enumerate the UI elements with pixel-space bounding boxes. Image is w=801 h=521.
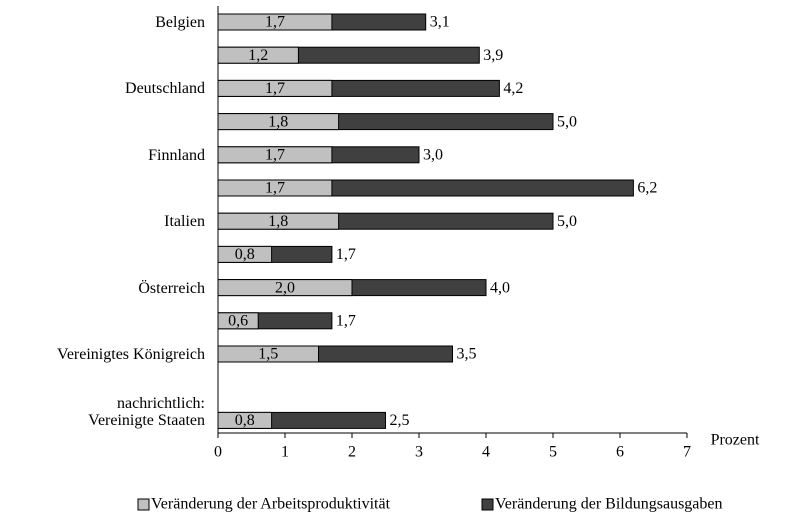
value-label: 1,5	[258, 346, 278, 363]
value-label: 6,2	[637, 180, 657, 197]
legend-label: Veränderung der Arbeitsproduktivität	[151, 496, 391, 513]
bar	[217, 113, 340, 131]
bar	[217, 345, 319, 363]
bar	[217, 245, 273, 263]
x-tick-label: 6	[616, 444, 624, 461]
bar	[217, 312, 259, 330]
value-label: 1,7	[265, 14, 285, 31]
value-label: 3,1	[430, 14, 450, 31]
bar	[217, 279, 353, 297]
category-label: Finnland	[148, 146, 205, 164]
x-tick-label: 5	[549, 444, 557, 461]
value-label: 1,2	[248, 47, 268, 64]
value-label: 1,7	[265, 180, 285, 197]
legend-label: Veränderung der Bildungsausgaben	[495, 496, 723, 513]
category-label: Deutschland	[125, 80, 205, 98]
x-axis-label: Prozent	[711, 432, 760, 449]
legend-swatch	[137, 498, 150, 511]
value-label: 0,8	[235, 412, 255, 429]
bar	[217, 179, 333, 197]
legend-swatch	[481, 498, 494, 511]
value-label: 2,5	[390, 412, 410, 429]
value-label: 2,0	[275, 279, 295, 296]
value-label: 0,8	[235, 246, 255, 263]
value-label: 1,7	[336, 312, 356, 329]
value-label: 3,0	[423, 146, 443, 163]
x-tick-label: 0	[214, 444, 222, 461]
bar	[217, 46, 299, 64]
category-label: Österreich	[138, 279, 205, 297]
value-label: 4,2	[503, 80, 523, 97]
bar	[217, 13, 333, 31]
category-label: Italien	[164, 213, 205, 231]
value-label: 1,8	[268, 213, 288, 230]
value-label: 4,0	[490, 279, 510, 296]
bar	[217, 79, 333, 97]
bar	[217, 146, 333, 164]
x-tick-label: 3	[415, 444, 423, 461]
value-label: 3,5	[457, 346, 477, 363]
category-label: nachrichtlich: Vereinigte Staaten	[88, 395, 205, 430]
value-label: 0,6	[228, 312, 248, 329]
x-tick-label: 7	[683, 444, 691, 461]
value-label: 1,8	[268, 113, 288, 130]
category-label: Vereinigtes Königreich	[57, 346, 205, 363]
value-label: 1,7	[265, 146, 285, 163]
bar	[217, 411, 273, 429]
value-label: 1,7	[336, 246, 356, 263]
bar	[217, 212, 340, 230]
x-tick-label: 2	[348, 444, 356, 461]
value-label: 5,0	[557, 213, 577, 230]
x-tick-label: 1	[281, 444, 289, 461]
value-label: 5,0	[557, 113, 577, 130]
value-label: 1,7	[265, 80, 285, 97]
category-label: Belgien	[155, 14, 205, 31]
x-tick-label: 4	[482, 444, 490, 461]
value-label: 3,9	[483, 47, 503, 64]
